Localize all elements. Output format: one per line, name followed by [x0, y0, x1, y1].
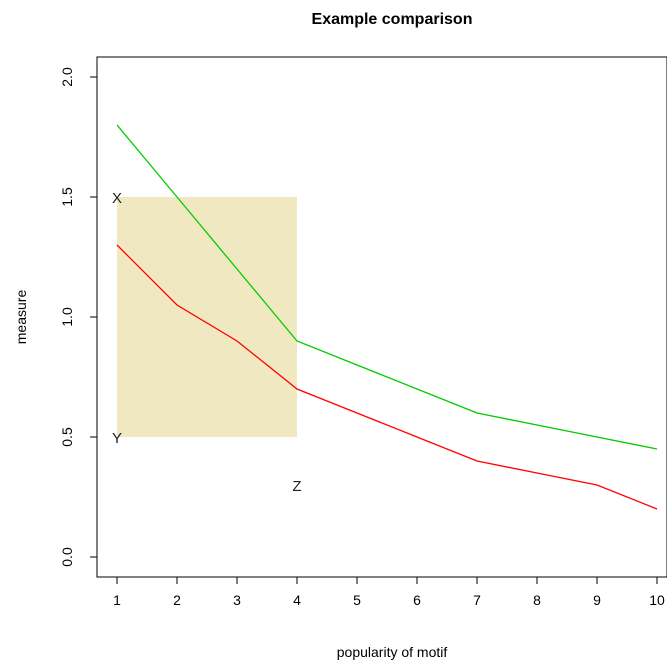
x-axis-label: popularity of motif — [337, 644, 448, 660]
y-axis: 0.0 0.5 1.0 1.5 2.0 — [59, 67, 98, 567]
annotations: X Y Z — [112, 190, 302, 495]
shaded-region — [117, 197, 297, 437]
y-tick-label-0.0: 0.0 — [59, 547, 75, 567]
x-tick-label-8: 8 — [533, 592, 541, 608]
y-tick-label-0.5: 0.5 — [59, 427, 75, 447]
y-tick-label-1.5: 1.5 — [59, 187, 75, 207]
series-line-1 — [116, 124, 658, 450]
y-axis-label: measure — [13, 290, 29, 345]
x-tick-label-2: 2 — [173, 592, 181, 608]
x-tick-label-3: 3 — [233, 592, 241, 608]
x-tick-label-9: 9 — [593, 592, 601, 608]
series-line-2 — [116, 244, 658, 510]
series-lines — [116, 124, 658, 510]
annotation-y: Y — [112, 430, 122, 447]
x-tick-label-4: 4 — [293, 592, 301, 608]
x-tick-label-7: 7 — [473, 592, 481, 608]
x-tick-label-6: 6 — [413, 592, 421, 608]
chart-title: Example comparison — [312, 11, 473, 28]
x-tick-label-5: 5 — [353, 592, 361, 608]
annotation-x: X — [112, 190, 122, 207]
x-tick-label-10: 10 — [649, 592, 665, 608]
plot-area: X Y Z — [96, 56, 667, 578]
x-tick-label-1: 1 — [113, 592, 121, 608]
y-tick-label-1.0: 1.0 — [59, 307, 75, 327]
x-axis: 1 2 3 4 5 6 7 8 9 10 — [113, 576, 665, 608]
annotation-z: Z — [292, 478, 301, 495]
y-tick-label-2.0: 2.0 — [59, 67, 75, 87]
